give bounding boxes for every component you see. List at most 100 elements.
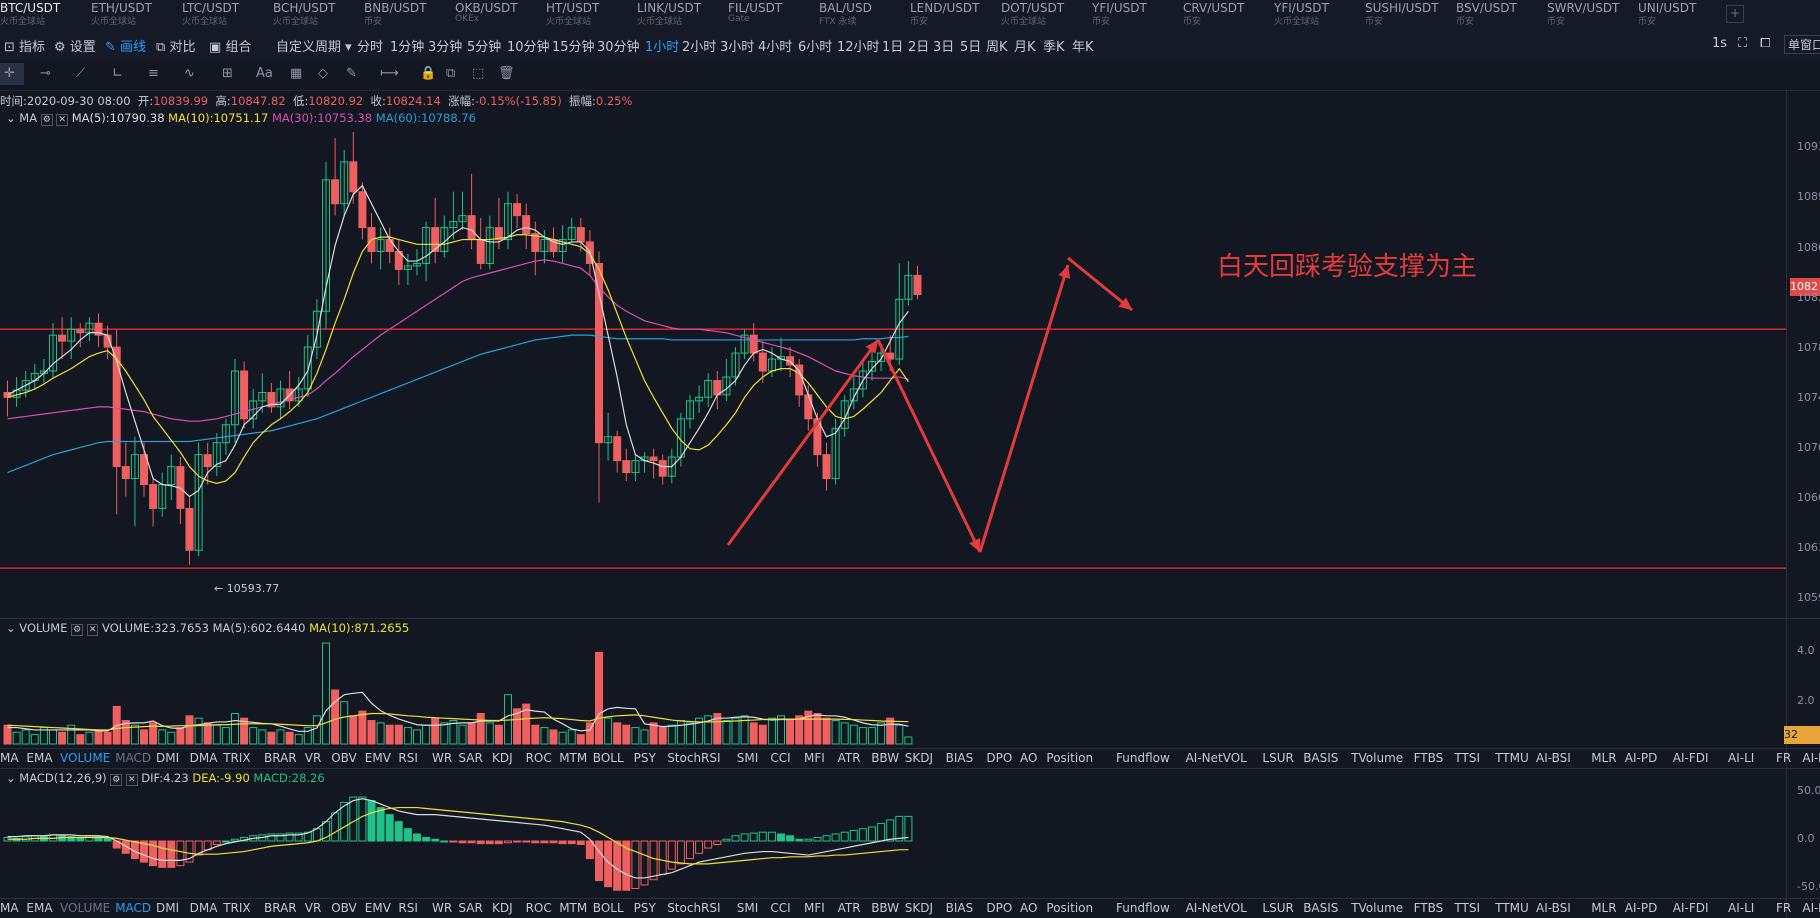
period-option[interactable]: 5日: [960, 40, 982, 55]
pair-tab[interactable]: HT/USDT 火币全球站: [546, 0, 634, 30]
indicator-tab[interactable]: WR: [432, 901, 453, 915]
fib-icon[interactable]: ▦: [290, 66, 303, 81]
measure-icon[interactable]: ⟼: [380, 66, 399, 81]
indicator-tab[interactable]: AI-PD: [1624, 751, 1658, 765]
indicator-tab[interactable]: VOLUME: [60, 751, 111, 765]
indicator-tab[interactable]: TTMU: [1495, 751, 1529, 765]
indicator-tab[interactable]: MACD: [115, 751, 152, 765]
period-option[interactable]: 1分钟: [390, 40, 425, 55]
pair-tab[interactable]: YFI/USDT 火币全球站: [1274, 0, 1362, 30]
pair-tab[interactable]: BTC/USDT 火币全球站: [0, 0, 88, 30]
indicator-tab[interactable]: DPO: [986, 751, 1013, 765]
indicator-tab[interactable]: MACD: [115, 901, 152, 915]
collapse-icon[interactable]: ⌄: [6, 771, 16, 785]
indicator-tab[interactable]: AI-FDI: [1672, 901, 1709, 915]
period-option[interactable]: 30分钟: [597, 40, 640, 55]
ma-settings-icon[interactable]: ⚙: [40, 114, 53, 126]
pair-tab[interactable]: LINK/USDT 火币全球站: [637, 0, 725, 30]
compare-button[interactable]: ⧉ 对比: [156, 36, 195, 55]
draw-button[interactable]: ✎ 画线: [105, 36, 146, 55]
settings-button[interactable]: ⚙ 设置: [54, 36, 96, 55]
refresh-speed[interactable]: 1s: [1712, 36, 1728, 51]
pair-tab[interactable]: BAL/USD FTX 永续: [819, 0, 907, 30]
trend-icon[interactable]: ⟋: [76, 66, 86, 81]
indicator-tab[interactable]: WR: [432, 751, 453, 765]
indicator-tab[interactable]: OBV: [331, 901, 357, 915]
indicators-button[interactable]: ⊡ 指标: [4, 36, 45, 55]
indicator-tab[interactable]: RSI: [398, 901, 418, 915]
indicator-tab[interactable]: Position: [1046, 751, 1094, 765]
indicator-tab[interactable]: VR: [304, 901, 322, 915]
pair-tab[interactable]: FIL/USDT Gate: [728, 0, 816, 30]
indicator-tab[interactable]: BOLL: [592, 751, 624, 765]
single-window-button[interactable]: 单窗口: [1784, 35, 1820, 54]
period-option[interactable]: 3分钟: [428, 40, 463, 55]
period-option[interactable]: 15分钟: [552, 40, 595, 55]
period-option[interactable]: 12小时: [837, 40, 880, 55]
indicator-tab[interactable]: TRIX: [223, 901, 251, 915]
period-option[interactable]: 年K: [1072, 40, 1094, 55]
lock-icon[interactable]: 🔒: [420, 66, 437, 81]
indicator-tab[interactable]: Fundflow: [1116, 901, 1170, 915]
pair-tab[interactable]: YFI/USDT 币安: [1092, 0, 1180, 30]
indicator-tab[interactable]: DMI: [156, 751, 180, 765]
indicator-tab[interactable]: SMI: [736, 751, 759, 765]
indicator-tab[interactable]: AI-FDI: [1672, 751, 1709, 765]
pair-tab[interactable]: BSV/USDT 币安: [1456, 0, 1544, 30]
indicator-tab[interactable]: EMA: [26, 751, 53, 765]
indicator-tab[interactable]: MLR: [1591, 901, 1617, 915]
indicator-tab[interactable]: SAR: [458, 901, 483, 915]
indicator-tab[interactable]: DMA: [189, 901, 218, 915]
period-option[interactable]: 1小时: [645, 40, 680, 55]
indicator-tab[interactable]: StochRSI: [667, 751, 721, 765]
indicator-tab[interactable]: BBW: [871, 901, 900, 915]
fullscreen-icon[interactable]: ⛶: [1738, 36, 1748, 51]
eraser-icon[interactable]: ◇: [318, 66, 328, 81]
collapse-icon[interactable]: ⌄: [6, 621, 16, 635]
pair-tab[interactable]: SWRV/USDT 币安: [1547, 0, 1635, 30]
pair-tab[interactable]: LTC/USDT 火币全球站: [182, 0, 270, 30]
indicator-tab[interactable]: AO: [1020, 751, 1038, 765]
indicator-tab[interactable]: OBV: [331, 751, 357, 765]
indicator-tab[interactable]: TRIX: [223, 751, 251, 765]
angle-icon[interactable]: ∟: [112, 66, 123, 81]
pair-tab[interactable]: BNB/USDT 币安: [364, 0, 452, 30]
indicator-tab[interactable]: AI-LI: [1728, 901, 1755, 915]
indicator-tab[interactable]: BRAR: [264, 901, 297, 915]
indicator-tab[interactable]: TTSI: [1454, 751, 1480, 765]
indicator-tab[interactable]: RSI: [398, 751, 418, 765]
indicator-tab[interactable]: ROC: [525, 901, 552, 915]
indicator-tab[interactable]: LSUR: [1262, 901, 1294, 915]
pair-tab[interactable]: SUSHI/USDT 币安: [1365, 0, 1453, 30]
pair-tab[interactable]: LEND/USDT 币安: [910, 0, 998, 30]
indicator-tab[interactable]: ROC: [525, 751, 552, 765]
indicator-tab[interactable]: FR: [1776, 751, 1792, 765]
indicator-tab[interactable]: PSY: [633, 751, 656, 765]
indicator-tab[interactable]: CCI: [770, 751, 791, 765]
indicator-tab[interactable]: BRAR: [264, 751, 297, 765]
indicator-tab[interactable]: MTM: [559, 901, 588, 915]
indicator-tab[interactable]: DMA: [189, 751, 218, 765]
period-option[interactable]: 5分钟: [467, 40, 502, 55]
indicator-tab[interactable]: Position: [1046, 901, 1094, 915]
indicator-tab[interactable]: MFI: [804, 751, 825, 765]
period-option[interactable]: 3日: [933, 40, 955, 55]
indicator-tab[interactable]: FTBS: [1413, 751, 1444, 765]
indicator-tab[interactable]: AI-BST: [1802, 901, 1820, 915]
indicator-tab[interactable]: BOLL: [592, 901, 624, 915]
indicator-tab[interactable]: ATR: [837, 901, 861, 915]
indicator-tab[interactable]: MLR: [1591, 751, 1617, 765]
indicator-tab[interactable]: Fundflow: [1116, 751, 1170, 765]
line-icon[interactable]: ⊸: [40, 66, 51, 81]
indicator-tab[interactable]: BBW: [871, 751, 900, 765]
pair-tab[interactable]: OKB/USDT OKEx: [455, 0, 543, 30]
indicator-tab[interactable]: StochRSI: [667, 901, 721, 915]
indicator-tab[interactable]: DPO: [986, 901, 1013, 915]
pair-tab[interactable]: DOT/USDT 火币全球站: [1001, 0, 1089, 30]
snapshot-icon[interactable]: ⬚: [472, 66, 485, 81]
indicator-tab[interactable]: DMI: [156, 901, 180, 915]
pair-tab[interactable]: ETH/USDT 火币全球站: [91, 0, 179, 30]
indicator-tab[interactable]: AI-BSI: [1536, 901, 1571, 915]
period-option[interactable]: 6小时: [798, 40, 833, 55]
indicator-tab[interactable]: BIAS: [945, 901, 974, 915]
